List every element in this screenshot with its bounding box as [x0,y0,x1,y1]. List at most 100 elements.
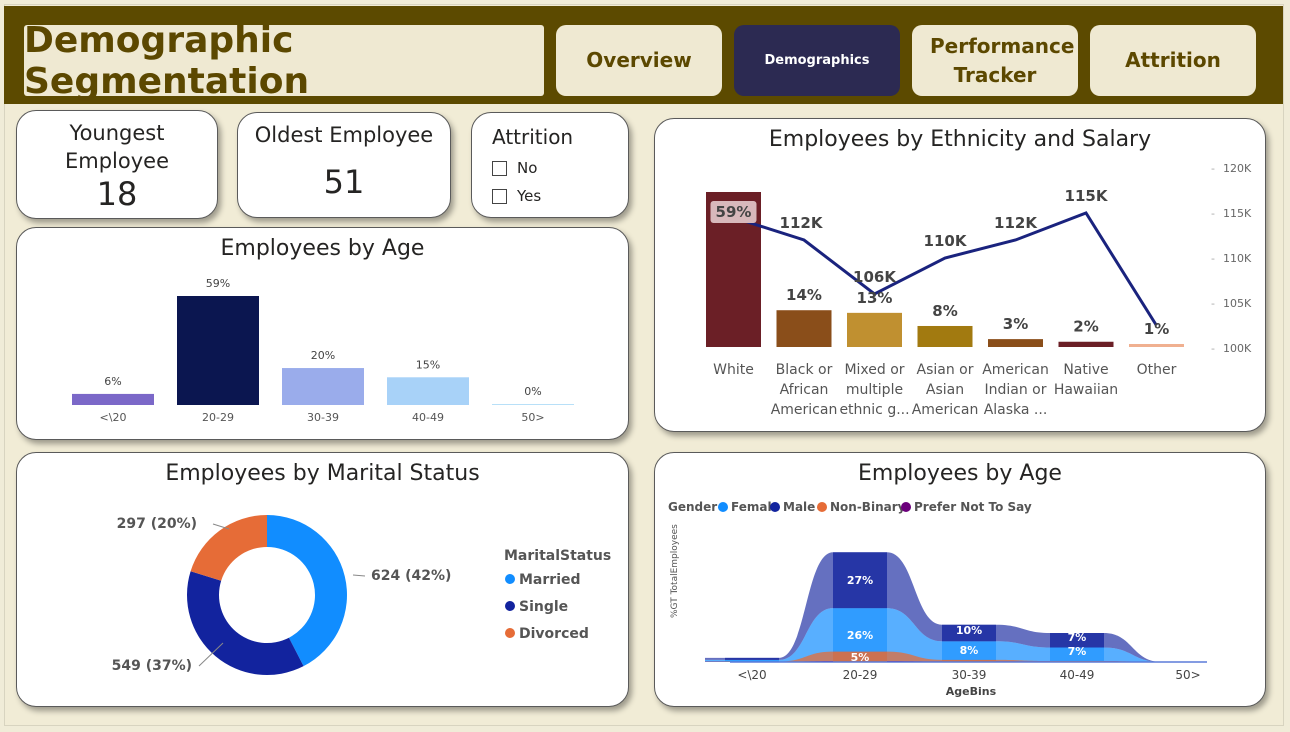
gender-y-axis-label: %GT TotalEmployees [670,524,680,618]
attrition-option-no[interactable]: No [492,159,537,177]
female-band [725,659,779,662]
nonbinary-band [942,659,996,662]
nav-overview-button[interactable]: Overview [556,25,722,96]
ethnicity-bar [847,312,902,347]
salary-axis-tick: 110K [1223,252,1252,265]
ethnicity-tick-label: African [780,382,829,398]
marital-leader-line [212,523,230,530]
gender-legend-dot [770,502,780,512]
salary-axis-tick: 100K [1223,342,1252,355]
ethnicity-tick-label: Mixed or [844,362,904,378]
oldest-employee-card: Oldest Employee 51 [237,112,451,218]
salary-line [733,211,1158,327]
gender-data-label: 26% [847,629,873,642]
ethnicity-bar [776,310,832,347]
ethnicity-tick-label: Asian [926,382,964,398]
salary-axis-tick: 105K [1223,297,1252,310]
ethnicity-bar-data-label: 8% [932,302,957,320]
gender-x-axis-label: AgeBins [946,685,997,698]
ethnicity-tick-label: Native [1063,362,1108,378]
marital-data-label: 624 (42%) [371,568,451,584]
gender-legend-label: Prefer Not To Say [914,500,1032,514]
ethnicity-tick-label: ethnic g... [839,402,909,418]
gender-data-label: 8% [960,644,979,657]
nav-performance-tracker-button[interactable]: Performance Tracker [912,25,1078,96]
marital-legend-dot [505,601,515,611]
ethnicity-bar-data-label: 1% [1144,320,1169,338]
gender-age-area-chart: Gender Female Male Non-Binary Prefer Not To … [668,500,1215,698]
age-bar [492,404,574,405]
header-bar: Demographic Segmentation Overview Demogr… [4,6,1283,104]
attrition-option-no-label: No [517,159,538,177]
ethnicity-bar [1129,344,1184,347]
marital-legend-label: Married [519,572,581,588]
female-band [1050,647,1104,662]
age-bar-data-label: 20% [311,349,335,362]
age-tick-label: 50> [521,411,544,424]
marital-legend-label: Divorced [519,626,589,642]
salary-axis-tick-mark: - [1211,162,1215,175]
ethnicity-bar-data-label: 13% [857,289,893,307]
gender-data-label: 5% [851,651,870,664]
salary-axis-tick: 115K [1223,207,1252,220]
nav-performance-tracker-label: Performance Tracker [930,33,1075,87]
age-chart-title: Employees by Age [220,236,425,261]
male-band [1050,633,1104,648]
page-title: Demographic Segmentation [24,20,544,102]
salary-line-data-label: 112K [994,214,1038,232]
marital-legend-dot [505,574,515,584]
age-bar [387,377,469,405]
marital-status-chart-card: Employees by Marital Status 624 (42%) 549… [16,452,629,707]
ethnicity-tick-label: American [982,362,1049,378]
gender-data-label: 10% [956,624,982,637]
age-bar-data-label: 59% [206,277,230,290]
nav-attrition-button[interactable]: Attrition [1090,25,1256,96]
ethnicity-tick-label: Indian or [984,382,1046,398]
marital-legend-dot [505,628,515,638]
ethnicity-tick-label: Hawaiian [1054,382,1118,398]
salary-axis-tick-mark: - [1211,297,1215,310]
youngest-employee-label: Youngest Employee [64,121,169,173]
ethnicity-bar-data-label: 2% [1073,318,1098,336]
age-bar-chart-card: Employees by Age 6% <\20 59% 20-29 20% 30-39 1… [16,227,629,440]
age-bar-chart: 6% <\20 59% 20-29 20% 30-39 15% 40-49 0% 50> [72,277,574,424]
attrition-slicer-title: Attrition [492,125,574,149]
attrition-option-yes-label: Yes [517,187,542,205]
male-band [833,552,887,609]
age-tick-label: 20-29 [202,411,234,424]
marital-donut-slice [190,515,267,581]
attrition-slicer: Attrition No Yes [471,112,629,218]
age-bar [282,368,364,405]
checkbox-icon[interactable] [492,160,507,176]
gender-x-tick-label: 50> [1175,668,1200,682]
ethnicity-bar [988,339,1043,347]
salary-line-data-label: 106K [853,268,897,286]
age-bar-data-label: 0% [524,385,541,398]
checkbox-icon[interactable] [492,188,507,204]
salary-line-data-label: 112K [780,214,824,232]
salary-axis-tick: 120K [1223,162,1252,175]
age-tick-label: <\20 [100,411,127,424]
attrition-option-yes[interactable]: Yes [492,187,541,205]
salary-axis-tick-mark: - [1211,252,1215,265]
age-tick-label: 30-39 [307,411,339,424]
ethnicity-bar-data-label: 14% [786,286,822,304]
ethnicity-tick-label: American [912,402,979,418]
marital-leader-line [198,642,224,667]
marital-data-label: 549 (37%) [112,658,192,674]
ethnicity-tick-label: Alaska ... [984,402,1048,418]
ethnicity-tick-label: White [713,362,754,378]
salary-axis-tick-mark: - [1211,342,1215,355]
gender-age-chart-title: Employees by Age [858,461,1062,486]
age-bar [72,393,154,405]
nonbinary-area [705,651,1215,662]
female-band [942,641,996,662]
oldest-employee-value: 51 [323,163,365,201]
ethnicity-salary-chart: 120K-115K-110K-105K-100K-White Black orAf… [706,162,1252,418]
ethnicity-bar [917,325,973,347]
gender-legend-dot [718,502,728,512]
gender-data-label: 7% [1068,631,1087,644]
age-bar [177,296,259,405]
male-band [942,624,996,642]
nav-demographics-button[interactable]: Demographics [734,25,900,96]
